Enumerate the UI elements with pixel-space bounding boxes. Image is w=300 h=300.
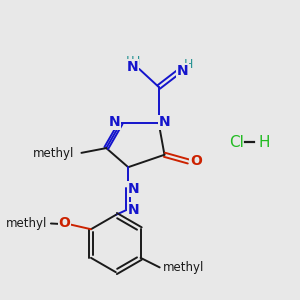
Text: H: H [258,135,269,150]
Text: methyl: methyl [163,261,204,274]
Text: N: N [127,60,139,74]
Text: H: H [125,55,135,68]
Text: H: H [184,58,193,70]
Text: O: O [190,154,202,169]
Text: N: N [177,64,188,78]
Text: N: N [128,182,140,196]
Text: N: N [109,115,121,129]
Text: O: O [58,217,70,230]
Text: H: H [131,55,140,68]
Text: N: N [159,115,170,129]
Text: methyl: methyl [33,147,75,160]
Text: Cl: Cl [230,135,244,150]
Text: N: N [128,203,140,217]
Text: methyl: methyl [6,217,47,230]
